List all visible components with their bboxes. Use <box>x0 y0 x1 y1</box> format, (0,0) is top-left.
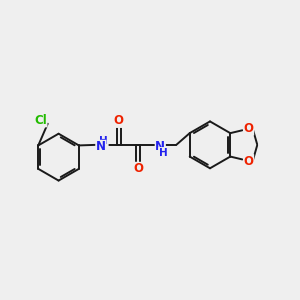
Text: N: N <box>155 140 165 153</box>
Text: O: O <box>244 122 254 135</box>
Text: O: O <box>244 154 254 168</box>
Text: O: O <box>114 114 124 128</box>
Text: H: H <box>99 136 108 146</box>
Text: H: H <box>159 148 167 158</box>
Text: N: N <box>96 140 106 153</box>
Text: O: O <box>133 162 143 176</box>
Text: Cl: Cl <box>34 114 47 127</box>
